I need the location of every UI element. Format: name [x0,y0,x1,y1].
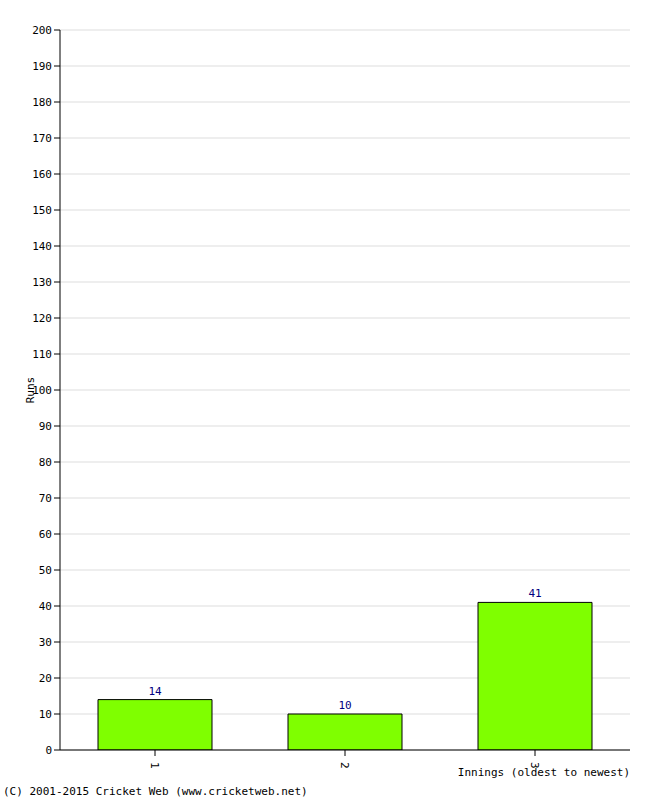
svg-text:200: 200 [32,24,52,37]
svg-text:120: 120 [32,312,52,325]
svg-text:10: 10 [39,708,52,721]
svg-text:160: 160 [32,168,52,181]
svg-text:20: 20 [39,672,52,685]
svg-text:40: 40 [39,600,52,613]
svg-text:0: 0 [45,744,52,757]
svg-text:1: 1 [148,762,161,769]
svg-text:60: 60 [39,528,52,541]
svg-text:30: 30 [39,636,52,649]
svg-text:130: 130 [32,276,52,289]
svg-text:80: 80 [39,456,52,469]
svg-text:90: 90 [39,420,52,433]
svg-text:150: 150 [32,204,52,217]
svg-text:70: 70 [39,492,52,505]
svg-text:190: 190 [32,60,52,73]
svg-text:180: 180 [32,96,52,109]
svg-text:110: 110 [32,348,52,361]
svg-text:170: 170 [32,132,52,145]
svg-text:50: 50 [39,564,52,577]
svg-text:14: 14 [148,685,162,698]
svg-text:10: 10 [338,699,351,712]
svg-text:2: 2 [338,762,351,769]
svg-text:140: 140 [32,240,52,253]
svg-text:41: 41 [528,587,541,600]
